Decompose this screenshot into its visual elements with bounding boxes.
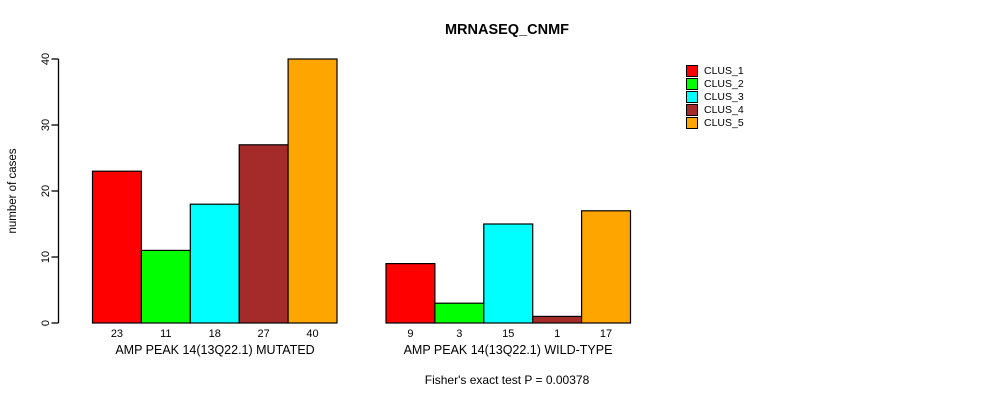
bar-value-label: 3 (456, 328, 462, 340)
legend-swatch-icon (686, 90, 698, 103)
bar-value-label: 9 (407, 328, 413, 340)
bar-value-label: 18 (209, 328, 221, 340)
legend-item-clus_4: CLUS_4 (686, 103, 744, 116)
y-axis-tick-label: 10 (40, 251, 52, 263)
x-category-label-mutated: AMP PEAK 14(13Q22.1) MUTATED (115, 343, 315, 357)
legend-item-clus_2: CLUS_2 (686, 77, 744, 90)
bar-value-label: 40 (306, 328, 318, 340)
bar-clus_1-group0 (91, 170, 143, 324)
bar-value-label: 17 (600, 328, 612, 340)
legend-swatch-icon (686, 64, 698, 77)
y-axis-tick-label: 40 (40, 53, 52, 65)
y-axis-tick-label: 30 (40, 119, 52, 131)
bar-clus_5-group0 (287, 58, 338, 324)
legend-label: CLUS_3 (704, 90, 744, 103)
bar-clus_1-group1 (385, 263, 436, 324)
bar-clus_3-group1 (483, 223, 534, 324)
legend: CLUS_1 CLUS_2 CLUS_3 CLUS_4 CLUS_5 (686, 64, 744, 129)
bar-clus_3-group0 (189, 203, 240, 324)
bar-clus_5-group1 (580, 210, 632, 324)
legend-swatch-icon (686, 77, 698, 90)
bar-value-label: 11 (160, 328, 171, 340)
bar-value-label: 27 (258, 328, 270, 340)
legend-item-clus_3: CLUS_3 (686, 90, 744, 103)
fisher-test-annotation: Fisher's exact test P = 0.00378 (424, 373, 590, 387)
legend-label: CLUS_2 (704, 77, 744, 90)
y-axis-tick-label: 0 (40, 320, 52, 326)
chart-title: MRNASEQ_CNMF (444, 22, 570, 38)
legend-swatch-icon (686, 103, 698, 116)
legend-swatch-icon (686, 116, 698, 129)
legend-item-clus_1: CLUS_1 (686, 64, 744, 77)
y-axis-tick-label: 20 (40, 185, 52, 197)
legend-label: CLUS_5 (704, 116, 744, 129)
bar-value-label: 15 (502, 328, 514, 340)
legend-label: CLUS_1 (704, 64, 744, 77)
legend-item-clus_5: CLUS_5 (686, 116, 744, 129)
bar-clus_2-group0 (140, 249, 191, 324)
bar-value-label: 23 (111, 328, 123, 340)
bar-clus_2-group1 (434, 302, 485, 324)
bar-value-label: 1 (554, 328, 560, 340)
x-category-label-wild-type: AMP PEAK 14(13Q22.1) WILD-TYPE (403, 343, 613, 357)
bar-clus_4-group0 (238, 144, 289, 324)
bar-clus_4-group1 (532, 315, 583, 324)
legend-label: CLUS_4 (704, 103, 744, 116)
